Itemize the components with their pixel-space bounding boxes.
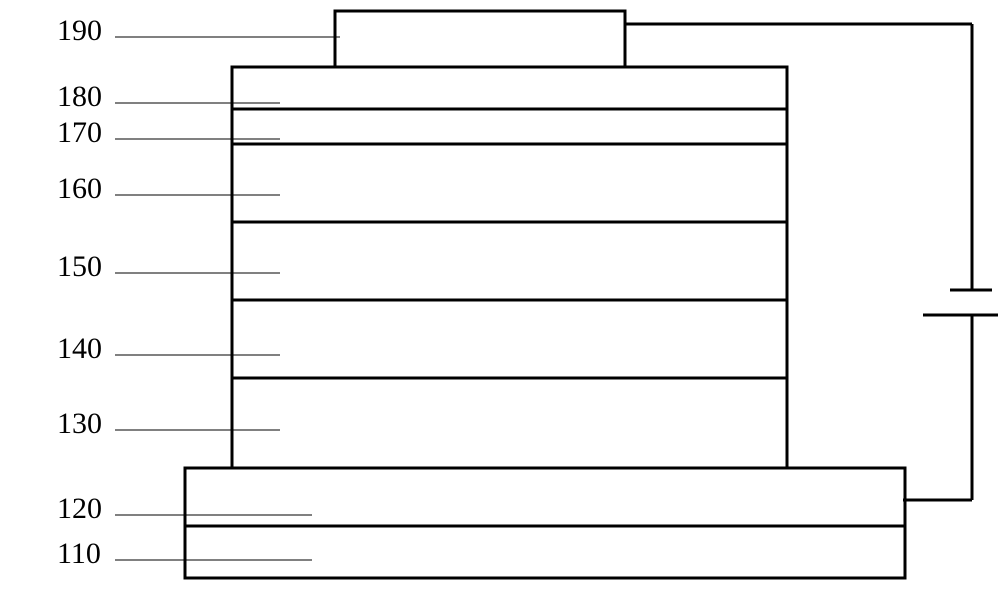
layer-170 (232, 109, 787, 144)
layer-180 (232, 67, 787, 109)
diagram-svg (0, 0, 1000, 608)
label-170: 170 (57, 116, 102, 150)
label-140: 140 (57, 332, 102, 366)
layer-150 (232, 222, 787, 300)
label-180: 180 (57, 80, 102, 114)
layer-110 (185, 526, 905, 578)
layer-140 (232, 300, 787, 378)
label-110: 110 (57, 537, 101, 571)
label-130: 130 (57, 407, 102, 441)
label-120: 120 (57, 492, 102, 526)
label-160: 160 (57, 172, 102, 206)
layer-190 (335, 11, 625, 67)
layer-160 (232, 144, 787, 222)
layer-130 (232, 378, 787, 468)
label-150: 150 (57, 250, 102, 284)
label-190: 190 (57, 14, 102, 48)
layer-120 (185, 468, 905, 526)
